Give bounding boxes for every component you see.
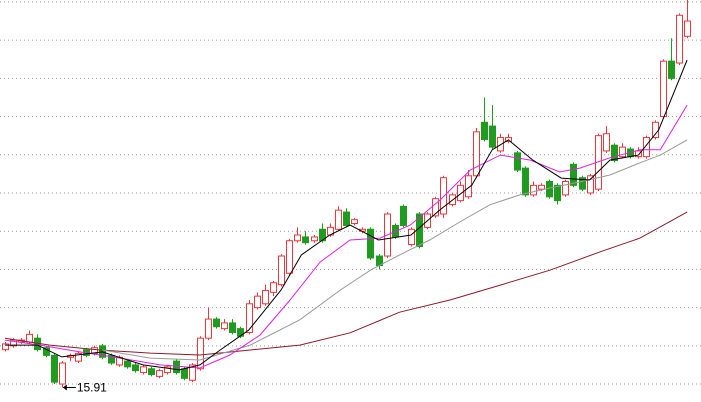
candle-body [237, 328, 244, 337]
candle-body [408, 228, 415, 246]
candle-body [538, 184, 545, 190]
candle-body [132, 364, 139, 372]
candle-body [432, 198, 439, 217]
candle-body [262, 289, 269, 305]
candle-body [660, 60, 667, 118]
candle-body [10, 339, 17, 347]
candle-body [246, 303, 253, 333]
moving-average [4, 211, 688, 356]
candle-body [611, 144, 618, 161]
candle-body [530, 184, 537, 196]
candle-body [278, 255, 285, 286]
candle-body [197, 337, 204, 370]
candle-body [481, 121, 488, 140]
candle-body [302, 236, 309, 244]
candle-body [684, 20, 691, 37]
moving-average [4, 104, 688, 369]
candle-body [75, 352, 82, 362]
candle-body [164, 366, 171, 374]
candle-body [554, 184, 561, 202]
candle-body [181, 368, 188, 379]
candle-body [140, 366, 147, 374]
candle-body [213, 318, 220, 328]
candle-body [514, 152, 521, 171]
annotation-arrowhead [62, 384, 67, 391]
candle-body [465, 175, 472, 198]
candle-body [562, 181, 569, 196]
candle-body [570, 163, 577, 186]
candle-body [546, 181, 553, 198]
moving-average [5, 59, 688, 371]
candle-body [221, 322, 228, 330]
candle-body [108, 354, 115, 364]
candle-body [2, 343, 9, 351]
candle-body [270, 282, 277, 293]
candle-body [635, 150, 642, 158]
candle-body [335, 209, 342, 230]
candle-body [473, 131, 480, 177]
candle-body [587, 175, 594, 194]
candle-body [148, 368, 155, 375]
candle-body [351, 219, 358, 225]
candle-body [59, 362, 66, 385]
candle-body [619, 146, 626, 158]
candle-body [457, 184, 464, 202]
candle-body [294, 234, 301, 242]
candle-body [400, 205, 407, 226]
candle-body [676, 14, 683, 64]
candle-body [229, 322, 236, 333]
candle-body [367, 228, 374, 259]
candle-body [652, 121, 659, 139]
candle-body [311, 236, 318, 242]
candle-body [643, 137, 650, 158]
candle-body [286, 240, 293, 274]
candle-body [173, 360, 180, 374]
candle-body [26, 333, 33, 343]
candle-body [579, 177, 586, 190]
candle-body [124, 360, 131, 368]
candle-body [668, 60, 675, 79]
candle-body [522, 167, 529, 196]
candle-body [319, 228, 326, 242]
candle-body [91, 347, 98, 354]
candle-body [489, 125, 496, 148]
candle-body [254, 295, 261, 309]
candle-body [343, 211, 350, 226]
candle-body [43, 347, 50, 356]
candle-body [603, 133, 610, 152]
candle-body [440, 177, 447, 215]
candle-body [156, 370, 163, 377]
candle-body [205, 318, 212, 339]
candle-body [189, 364, 196, 381]
candle-body [51, 354, 58, 383]
low-annotation: 15.91 [77, 381, 107, 395]
